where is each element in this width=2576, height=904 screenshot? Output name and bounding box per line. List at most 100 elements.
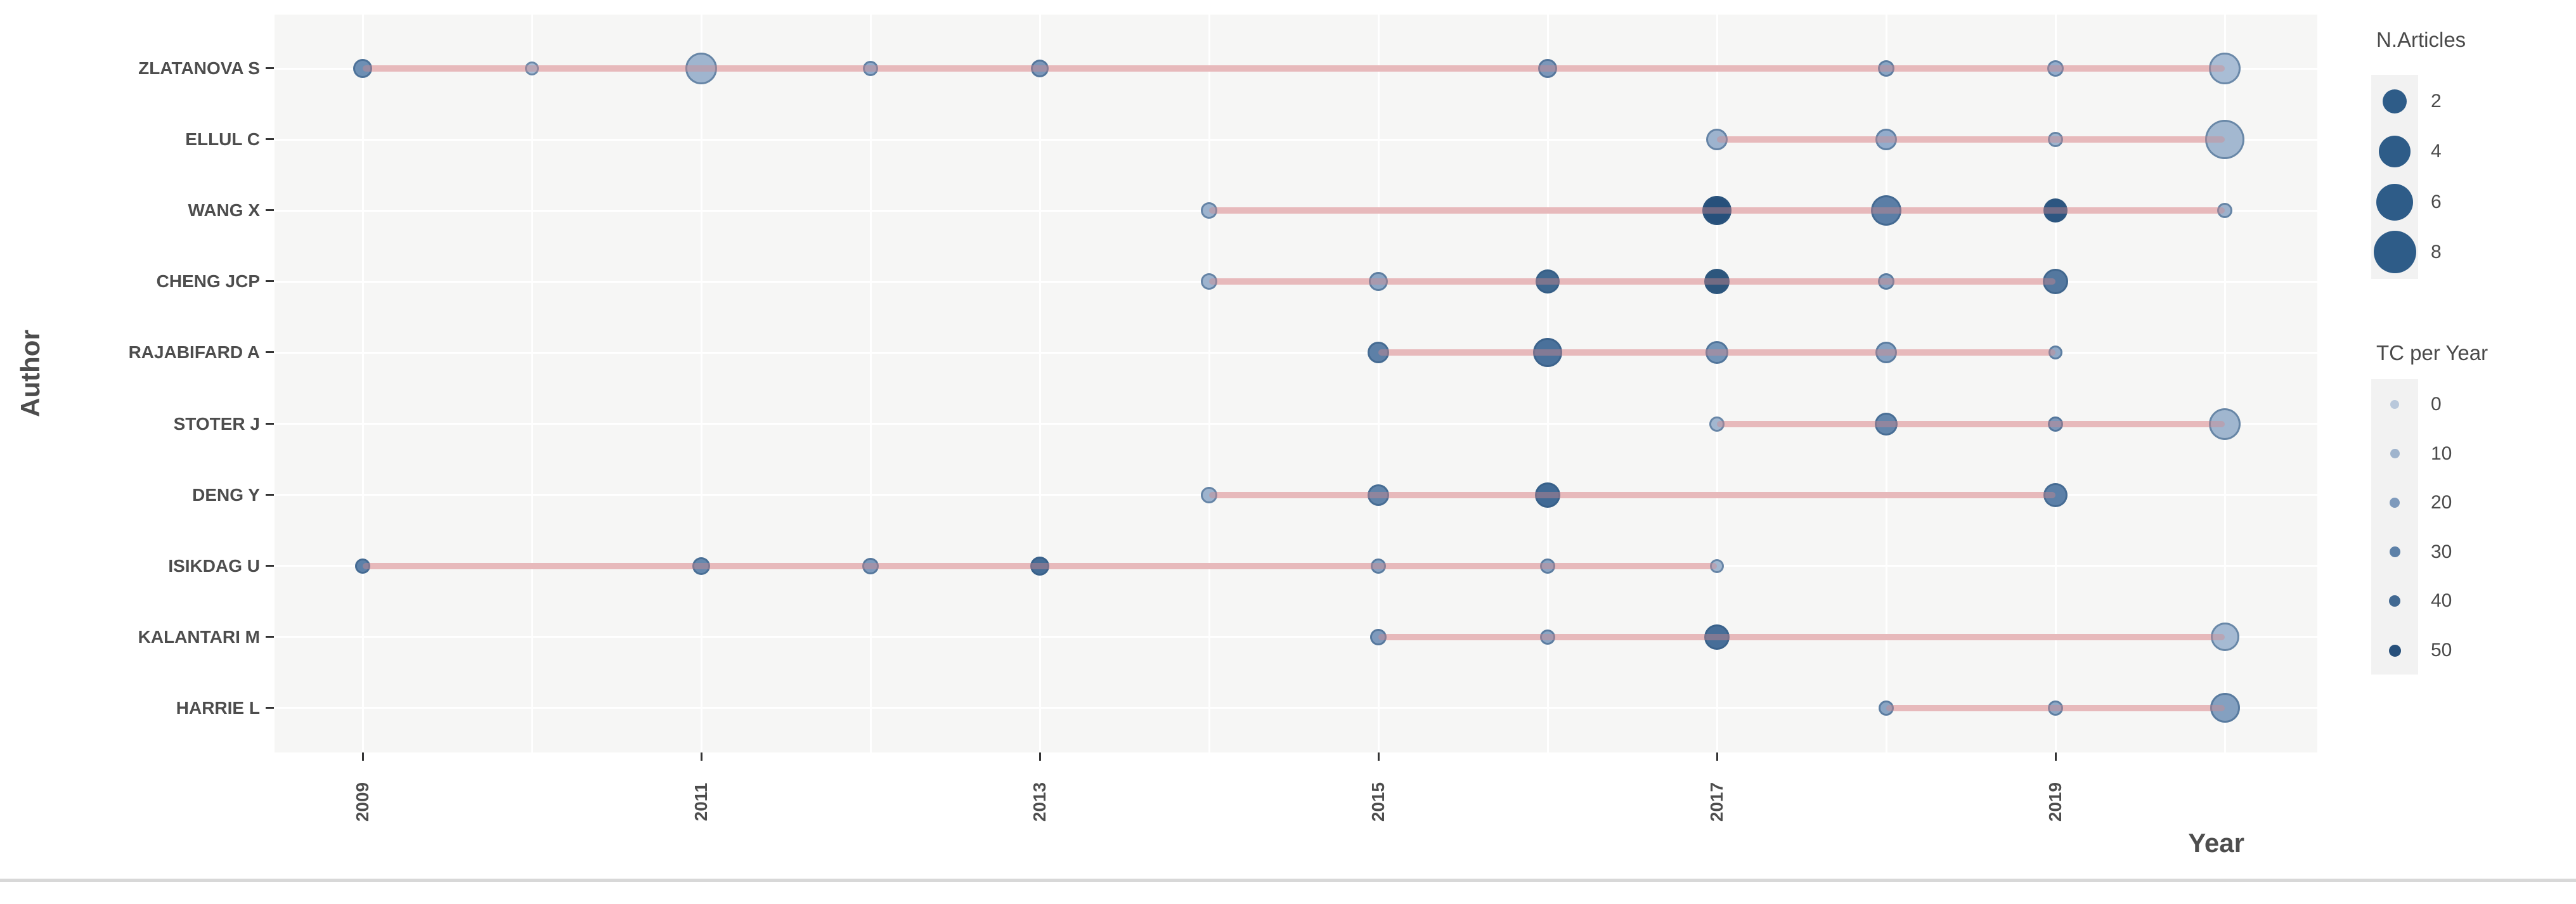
color-legend-dot <box>2390 449 2400 459</box>
data-point-bubble <box>1538 59 1557 78</box>
color-legend-label: 40 <box>2431 590 2452 612</box>
gridline-vertical <box>1716 15 1718 752</box>
data-point-bubble <box>2048 416 2063 432</box>
data-point-bubble <box>1536 269 1560 294</box>
data-point-bubble <box>2209 53 2241 84</box>
author-timeline-overlay <box>363 562 1717 569</box>
data-point-bubble <box>863 61 878 76</box>
author-timeline-overlay <box>1209 207 2225 214</box>
author-timeline-overlay <box>1209 491 2055 498</box>
data-point-bubble <box>685 53 717 84</box>
color-legend-dot <box>2388 644 2401 657</box>
author-axis-label: DENG Y <box>192 484 260 505</box>
data-point-bubble <box>1368 484 1389 506</box>
data-point-bubble <box>1533 338 1562 368</box>
color-legend-label: 30 <box>2431 541 2452 562</box>
color-legend-dot <box>2390 400 2399 409</box>
data-point-bubble <box>353 59 372 78</box>
data-point-bubble <box>1201 273 1217 290</box>
gridline-vertical <box>869 15 872 752</box>
data-point-bubble <box>1702 196 1731 226</box>
y-axis-tick <box>266 493 274 496</box>
data-point-bubble <box>2209 408 2241 440</box>
y-axis-title: Author <box>15 330 45 417</box>
year-axis-label: 2015 <box>1368 782 1388 822</box>
x-axis-tick <box>1039 752 1041 761</box>
data-point-bubble <box>1875 129 1897 151</box>
author-axis-label: WANG X <box>188 200 260 221</box>
data-point-bubble <box>1540 629 1555 645</box>
color-legend-label: 10 <box>2431 442 2452 464</box>
data-point-bubble <box>1535 482 1560 508</box>
size-legend-title: N.Articles <box>2376 28 2466 51</box>
author-axis-label: ISIKDAG U <box>168 555 260 576</box>
gridline-vertical <box>2054 15 2057 752</box>
data-point-bubble <box>1369 272 1388 292</box>
size-legend-label: 2 <box>2431 91 2442 112</box>
y-axis-tick <box>266 138 274 141</box>
data-point-bubble <box>2043 482 2068 507</box>
data-point-bubble <box>1878 273 1894 290</box>
author-timeline-overlay <box>1717 136 2225 143</box>
color-legend-key-background <box>2371 379 2418 675</box>
author-axis-label: HARRIE L <box>176 697 260 718</box>
color-legend-label: 0 <box>2431 394 2442 415</box>
data-point-bubble <box>692 557 710 575</box>
x-axis-title: Year <box>2188 828 2244 858</box>
gridline-horizontal <box>275 636 2317 638</box>
author-timeline <box>1209 491 2055 498</box>
author-timeline-overlay <box>1886 704 2225 711</box>
year-axis-label: 2009 <box>353 782 372 822</box>
author-timeline <box>1717 136 2225 143</box>
data-point-bubble <box>1875 412 1898 436</box>
data-point-bubble <box>1031 60 1049 77</box>
bottom-divider <box>0 879 2576 882</box>
y-axis-tick <box>266 67 274 69</box>
color-legend-dot <box>2389 595 2400 607</box>
data-point-bubble <box>1201 486 1217 503</box>
data-point-bubble <box>862 557 879 574</box>
author-timeline-overlay <box>1378 633 2225 640</box>
data-point-bubble <box>355 558 370 574</box>
x-axis-tick <box>1716 752 1718 761</box>
data-point-bubble <box>2048 700 2063 716</box>
author-timeline-overlay <box>1717 420 2225 427</box>
size-legend-label: 6 <box>2431 191 2442 212</box>
year-axis-label: 2019 <box>2045 782 2065 822</box>
size-legend-label: 4 <box>2431 141 2442 162</box>
y-axis-tick <box>266 351 274 354</box>
color-legend-dot <box>2389 546 2400 558</box>
gridline-horizontal <box>275 138 2317 141</box>
gridline-vertical <box>361 15 364 752</box>
x-axis-tick <box>1377 752 1380 761</box>
y-axis-tick <box>266 706 274 709</box>
gridline-vertical <box>1039 15 1041 752</box>
data-point-bubble <box>1540 558 1555 574</box>
size-legend-dot <box>2373 231 2416 274</box>
data-point-bubble <box>1368 342 1389 364</box>
data-point-bubble <box>1704 624 1730 650</box>
y-axis-tick <box>266 422 274 425</box>
data-point-bubble <box>1370 628 1387 645</box>
data-point-bubble <box>1871 195 1901 226</box>
size-legend-dot <box>2379 136 2411 168</box>
data-point-bubble <box>1030 556 1049 576</box>
data-point-bubble <box>1704 269 1730 295</box>
data-point-bubble <box>2210 623 2239 652</box>
data-point-bubble <box>2210 693 2240 723</box>
gridline-vertical <box>1546 15 1549 752</box>
data-point-bubble <box>2043 269 2068 295</box>
gridline-vertical <box>1208 15 1210 752</box>
color-legend-label: 20 <box>2431 492 2452 513</box>
author-timeline-overlay <box>363 65 2225 72</box>
author-axis-label: KALANTARI M <box>138 626 260 647</box>
gridline-vertical <box>700 15 702 752</box>
author-axis-label: ZLATANOVA S <box>138 58 260 78</box>
data-point-bubble <box>2048 132 2063 148</box>
gridline-vertical <box>1885 15 1887 752</box>
y-axis-tick <box>266 564 274 567</box>
year-axis-label: 2013 <box>1030 782 1049 822</box>
x-axis-tick <box>361 752 364 761</box>
author-axis-label: STOTER J <box>173 413 260 434</box>
